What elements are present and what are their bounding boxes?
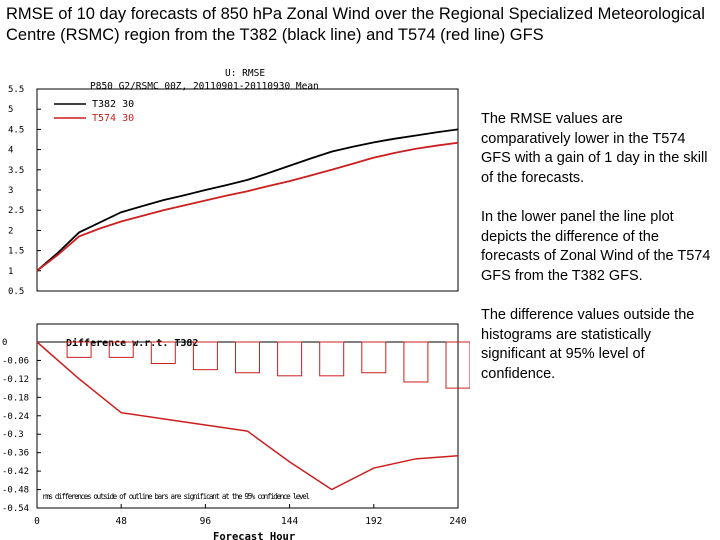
lower-y-tick-label: -0.48	[2, 486, 29, 496]
x-tick-label: 96	[200, 516, 212, 527]
upper-plot-title: U: RMSE	[225, 68, 265, 79]
lower-y-tick-label: -0.18	[2, 393, 29, 403]
difference-line	[36, 341, 459, 491]
lower-y-tick-label: 0	[2, 338, 7, 348]
upper-plot-subtitle: P850 G2/RSMC 00Z, 20110901-20110930 Mean	[90, 81, 319, 92]
lower-y-tick-label: -0.06	[2, 356, 29, 366]
significance-bar	[403, 341, 429, 383]
x-tick-label: 48	[115, 516, 127, 527]
lower-footnote: rms differences outside of outline bars …	[42, 492, 310, 501]
note-3: The difference values outside the histog…	[481, 307, 695, 382]
x-tick-label: 0	[34, 516, 40, 527]
x-tick-label: 144	[281, 516, 298, 527]
lower-y-tick-label: -0.12	[2, 375, 29, 385]
upper-y-tick-label: 1	[8, 267, 13, 277]
significance-bar	[108, 341, 134, 358]
legend-t574-label: T574 30	[92, 113, 134, 124]
upper-y-tick-label: 5.5	[8, 85, 24, 95]
significance-bar	[66, 341, 92, 358]
significance-bar	[192, 341, 218, 371]
lower-y-tick-label: -0.24	[2, 412, 29, 422]
significance-bar	[445, 341, 470, 389]
upper-y-tick-label: 4	[8, 146, 13, 156]
upper-y-tick-label: 5	[8, 105, 13, 115]
x-tick-label: 192	[365, 516, 382, 527]
lower-y-tick-label: -0.42	[2, 467, 29, 477]
upper-y-tick-label: 2	[8, 226, 13, 236]
upper-y-tick-label: 3	[8, 186, 13, 196]
lower-panel-frame	[36, 323, 459, 509]
series-line-t382	[36, 128, 459, 272]
lower-y-tick-label: -0.3	[2, 430, 24, 440]
significance-bar	[235, 341, 260, 374]
upper-y-tick-label: 2.5	[8, 206, 24, 216]
slide-title: RMSE of 10 day forecasts of 850 hPa Zona…	[6, 5, 705, 44]
lower-y-tick-label: -0.54	[2, 504, 29, 514]
series-line-t574	[36, 141, 459, 272]
rmse-chart: U: RMSE P850 G2/RSMC 00Z, 20110901-20110…	[2, 68, 470, 540]
significance-bar	[277, 341, 303, 377]
upper-y-tick-label: 0.5	[8, 287, 24, 297]
note-1: The RMSE values are comparatively lower …	[481, 111, 708, 186]
notes-panel: The RMSE values are comparatively lower …	[481, 110, 711, 404]
lower-y-tick-label: -0.36	[2, 449, 29, 459]
lower-inline-label: Difference w.r.t. T382	[66, 337, 198, 349]
significance-bar	[319, 341, 345, 377]
upper-y-tick-label: 3.5	[8, 166, 24, 176]
significance-bar	[361, 341, 387, 374]
x-axis-label: Forecast Hour	[213, 531, 295, 540]
note-2: In the lower panel the line plot depicts…	[481, 209, 711, 284]
x-tick-label: 240	[449, 516, 466, 527]
legend-t382-label: T382 30	[92, 99, 134, 110]
upper-y-tick-label: 4.5	[8, 125, 24, 135]
upper-y-tick-label: 1.5	[8, 247, 24, 257]
significance-bar	[150, 341, 176, 365]
